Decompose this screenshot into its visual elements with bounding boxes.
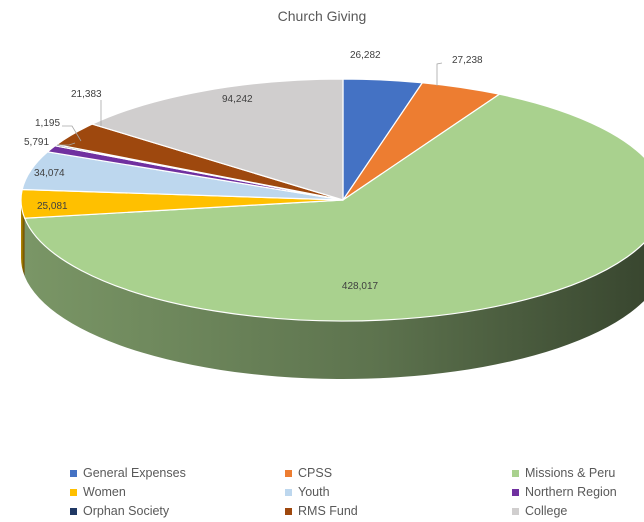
data-label: 428,017	[342, 281, 379, 292]
pie-wall-women	[21, 200, 25, 277]
leader-line	[57, 142, 76, 146]
leader-line	[436, 62, 443, 86]
leader-line	[62, 125, 82, 142]
pie-slice-college	[90, 78, 344, 201]
data-label: 27,238	[452, 55, 483, 66]
legend-label: Missions & Peru	[525, 466, 616, 480]
legend-item: CPSS	[285, 464, 332, 482]
legend-label: Orphan Society	[83, 504, 170, 518]
legend-swatch	[285, 488, 292, 496]
data-label: 21,383	[71, 89, 102, 100]
legend-item: Youth	[285, 483, 330, 501]
chart-title: Church Giving	[277, 8, 367, 24]
legend-swatch	[512, 488, 519, 496]
legend-label: Youth	[298, 485, 330, 499]
data-label: 5,791	[24, 137, 49, 148]
data-label: 1,195	[35, 118, 60, 129]
legend-label: Women	[83, 485, 126, 499]
legend-label: RMS Fund	[298, 504, 358, 518]
data-label: 26,282	[350, 50, 381, 61]
legend-swatch	[285, 469, 292, 477]
legend-swatch	[512, 507, 519, 515]
data-label: 94,242	[222, 94, 253, 105]
legend-swatch	[70, 469, 77, 477]
legend-item: Missions & Peru	[512, 464, 615, 482]
legend-item: Women	[70, 483, 126, 501]
legend-label: Northern Region	[525, 485, 617, 499]
pie-wall-missions-peru	[24, 218, 644, 379]
legend-item: RMS Fund	[285, 502, 358, 520]
legend-item: General Expenses	[70, 464, 186, 482]
legend-item: College	[512, 502, 567, 520]
legend-swatch	[70, 488, 77, 496]
legend-swatch	[70, 507, 77, 515]
legend-item: Orphan Society	[70, 502, 169, 520]
legend-item: Northern Region	[512, 483, 617, 501]
pie-slice-missions-peru	[23, 93, 644, 322]
legend-label: CPSS	[298, 466, 333, 480]
legend-swatch	[512, 469, 519, 477]
legend-label: College	[525, 504, 568, 518]
data-label: 34,074	[34, 168, 65, 179]
chart-legend: General Expenses CPSS Missions & Peru Women…	[0, 464, 644, 522]
legend-swatch	[285, 507, 292, 515]
legend-label: General Expenses	[83, 466, 186, 480]
data-label: 25,081	[37, 201, 68, 212]
